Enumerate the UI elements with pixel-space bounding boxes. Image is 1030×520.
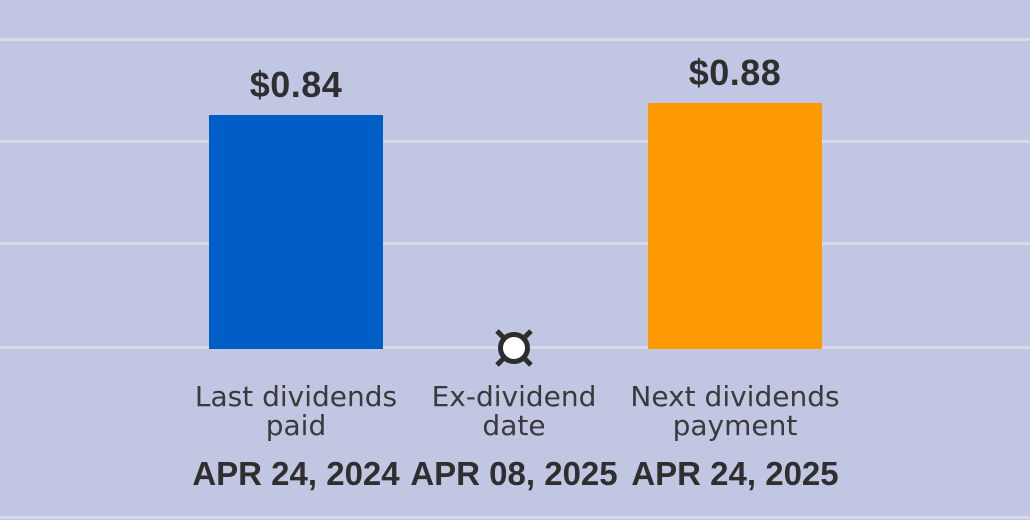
bar-next-dividends-payment[interactable]: [648, 103, 822, 349]
category-next-dividends-payment: Next dividends payment APR 24, 2025: [595, 382, 875, 494]
bar-last-dividends-paid[interactable]: [209, 115, 383, 349]
category-label-line: payment: [672, 409, 798, 442]
category-label-line: Next dividends: [630, 380, 840, 413]
category-label-line: Last dividends: [194, 380, 398, 413]
gridline: [0, 140, 1030, 143]
category-label-line: paid: [265, 409, 327, 442]
gridline: [0, 516, 1030, 519]
category-date: APR 24, 2024: [192, 455, 400, 492]
category-label-line: date: [482, 409, 546, 442]
gridline: [0, 38, 1030, 41]
ex-dividend-circle-x-icon[interactable]: [490, 324, 538, 372]
category-last-dividends-paid: Last dividends paid APR 24, 2024: [156, 382, 436, 494]
category-label-line: Ex-dividend: [431, 380, 597, 413]
gridline: [0, 242, 1030, 245]
category-date: APR 08, 2025: [410, 455, 618, 492]
category-date: APR 24, 2025: [631, 455, 839, 492]
value-label-next-dividends: $0.88: [688, 52, 782, 93]
value-label-last-dividends: $0.84: [249, 64, 343, 105]
category-ex-dividend-date: Ex-dividend date APR 08, 2025: [374, 382, 654, 494]
